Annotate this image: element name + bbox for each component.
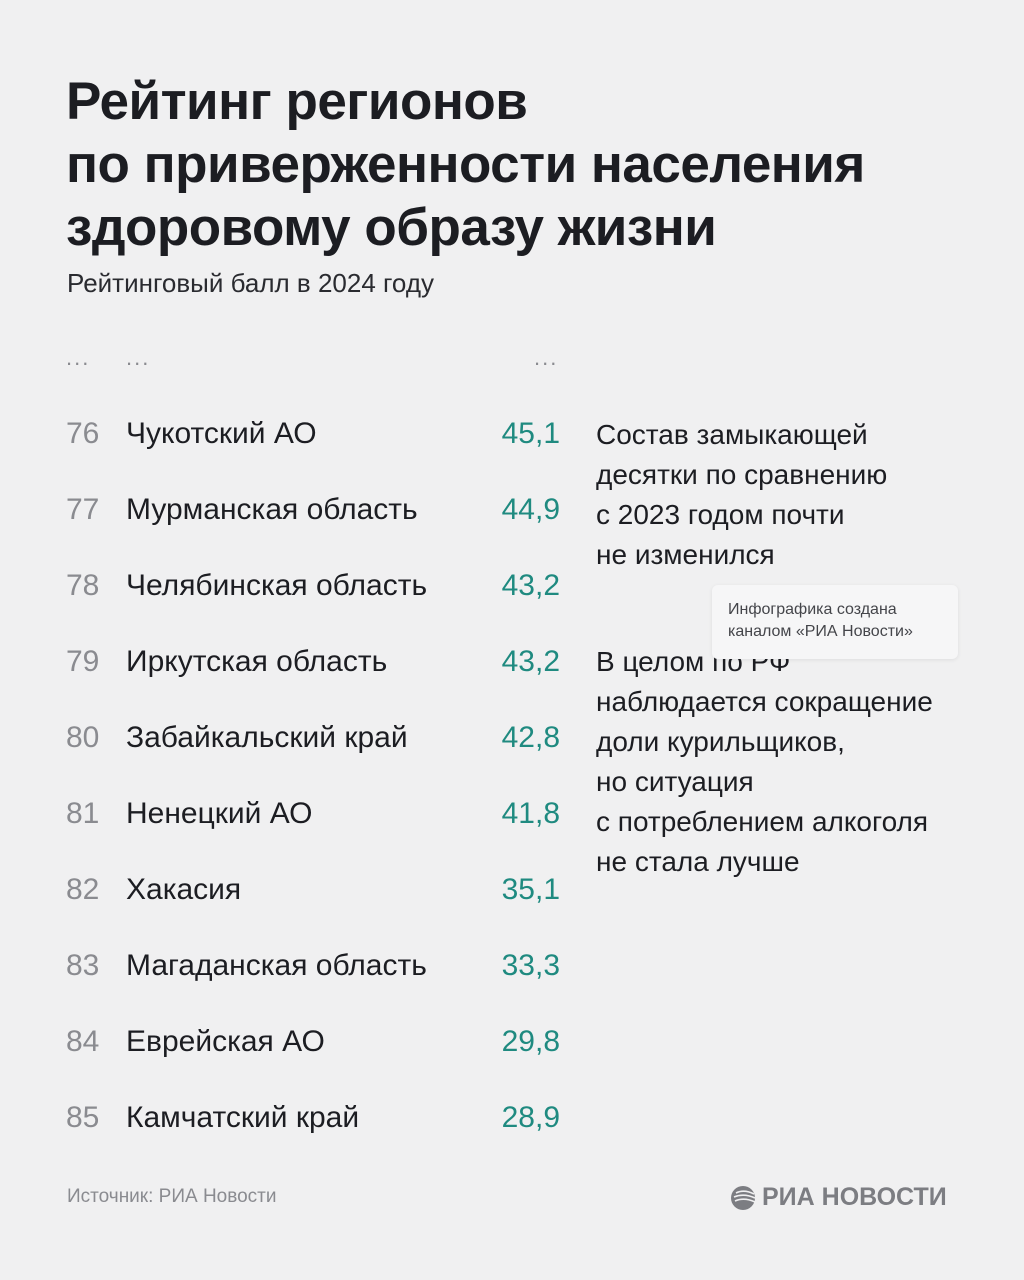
- table-row: 84 Еврейская АО 29,8: [0, 1025, 600, 1065]
- score-cell: 33,3: [501, 949, 560, 982]
- rank-cell: 77: [66, 493, 100, 526]
- region-ellipsis: ...: [126, 345, 151, 370]
- score-cell: 43,2: [501, 569, 560, 602]
- title-line: Рейтинг регионов: [66, 72, 528, 131]
- score-cell: 42,8: [501, 721, 560, 754]
- rank-cell: 79: [66, 645, 100, 678]
- table-row: 80 Забайкальский край 42,8: [0, 721, 600, 761]
- table-row: 79 Иркутская область 43,2: [0, 645, 600, 685]
- rank-cell: 85: [66, 1101, 100, 1134]
- table-row: 82 Хакасия 35,1: [0, 873, 600, 913]
- score-cell: 45,1: [501, 417, 560, 450]
- score-cell: 28,9: [501, 1101, 560, 1134]
- logo-text: РИА НОВОСТИ: [762, 1183, 947, 1211]
- score-cell: 35,1: [501, 873, 560, 906]
- table-row: 77 Мурманская область 44,9: [0, 493, 600, 533]
- table-row: 85 Камчатский край 28,9: [0, 1101, 600, 1141]
- note-smokers-alcohol: В целом по РФ наблюдается сокращение дол…: [596, 646, 933, 877]
- region-cell: Еврейская АО: [126, 1025, 325, 1058]
- region-cell: Челябинская область: [126, 569, 428, 602]
- table-row: 81 Ненецкий АО 41,8: [0, 797, 600, 837]
- region-cell: Хакасия: [126, 873, 242, 906]
- region-cell: Ненецкий АО: [126, 797, 313, 830]
- score-ellipsis: ...: [534, 345, 559, 370]
- title-line: здоровому образу жизни: [66, 198, 717, 257]
- page-title: Рейтинг регионов по приверженности насел…: [66, 70, 865, 259]
- table-row: 83 Магаданская область 33,3: [0, 949, 600, 989]
- rank-cell: 80: [66, 721, 100, 754]
- rank-cell: 84: [66, 1025, 100, 1058]
- title-line: по приверженности населения: [66, 135, 865, 194]
- rank-cell: 78: [66, 569, 100, 602]
- ria-logo: РИА НОВОСТИ: [730, 1183, 947, 1212]
- source-label: Источник: РИА Новости: [67, 1186, 277, 1207]
- subtitle: Рейтинговый балл в 2024 году: [67, 268, 434, 298]
- rank-ellipsis: ...: [66, 345, 91, 370]
- note-composition: Состав замыкающей десятки по сравнению с…: [596, 419, 888, 570]
- globe-logo-icon: [731, 1185, 756, 1210]
- rank-cell: 83: [66, 949, 100, 982]
- score-cell: 29,8: [501, 1025, 560, 1058]
- rank-cell: 81: [66, 797, 100, 830]
- score-cell: 44,9: [501, 493, 560, 526]
- region-cell: Мурманская область: [126, 493, 418, 526]
- table-row: 76 Чукотский АО 45,1: [0, 417, 600, 457]
- region-cell: Забайкальский край: [126, 721, 408, 754]
- score-cell: 41,8: [501, 797, 560, 830]
- region-cell: Иркутская область: [126, 645, 388, 678]
- region-cell: Магаданская область: [126, 949, 427, 982]
- region-cell: Камчатский край: [126, 1101, 360, 1134]
- table-row: 78 Челябинская область 43,2: [0, 569, 600, 609]
- region-cell: Чукотский АО: [126, 417, 317, 450]
- score-cell: 43,2: [501, 645, 560, 678]
- attribution-tooltip: Инфографика создана каналом «РИА Новости…: [712, 585, 958, 659]
- rank-cell: 76: [66, 417, 100, 450]
- rank-cell: 82: [66, 873, 100, 906]
